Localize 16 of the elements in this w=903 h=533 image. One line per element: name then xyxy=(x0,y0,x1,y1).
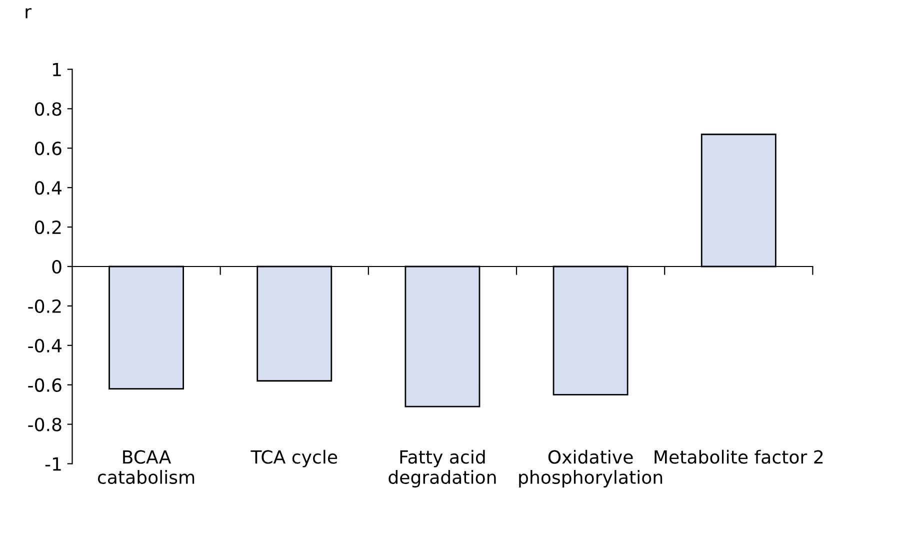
y-tick-label: 0.8 xyxy=(34,102,62,116)
y-tick-label: 0.2 xyxy=(34,220,61,234)
y-tick-label: 1 xyxy=(53,62,61,76)
y-tick-label: -0.8 xyxy=(28,418,62,432)
y-tick-label: -0.6 xyxy=(28,378,62,392)
x-tick-label: TCA cycle xyxy=(250,450,338,468)
y-tick-label: 0.6 xyxy=(34,142,62,156)
y-axis-title: r xyxy=(26,8,32,18)
y-tick-label: 0.4 xyxy=(34,181,62,195)
y-tick-label: -0.4 xyxy=(28,338,62,352)
y-tick-label: -1 xyxy=(45,457,61,471)
x-tick-label: Metabolite factor 2 xyxy=(654,450,823,464)
y-tick-label: -0.2 xyxy=(28,299,61,314)
y-tick-label: 0 xyxy=(52,260,62,274)
x-tick-label: Fatty acid degradation xyxy=(388,450,496,488)
x-tick-label: BCAA catabolism xyxy=(98,450,194,484)
